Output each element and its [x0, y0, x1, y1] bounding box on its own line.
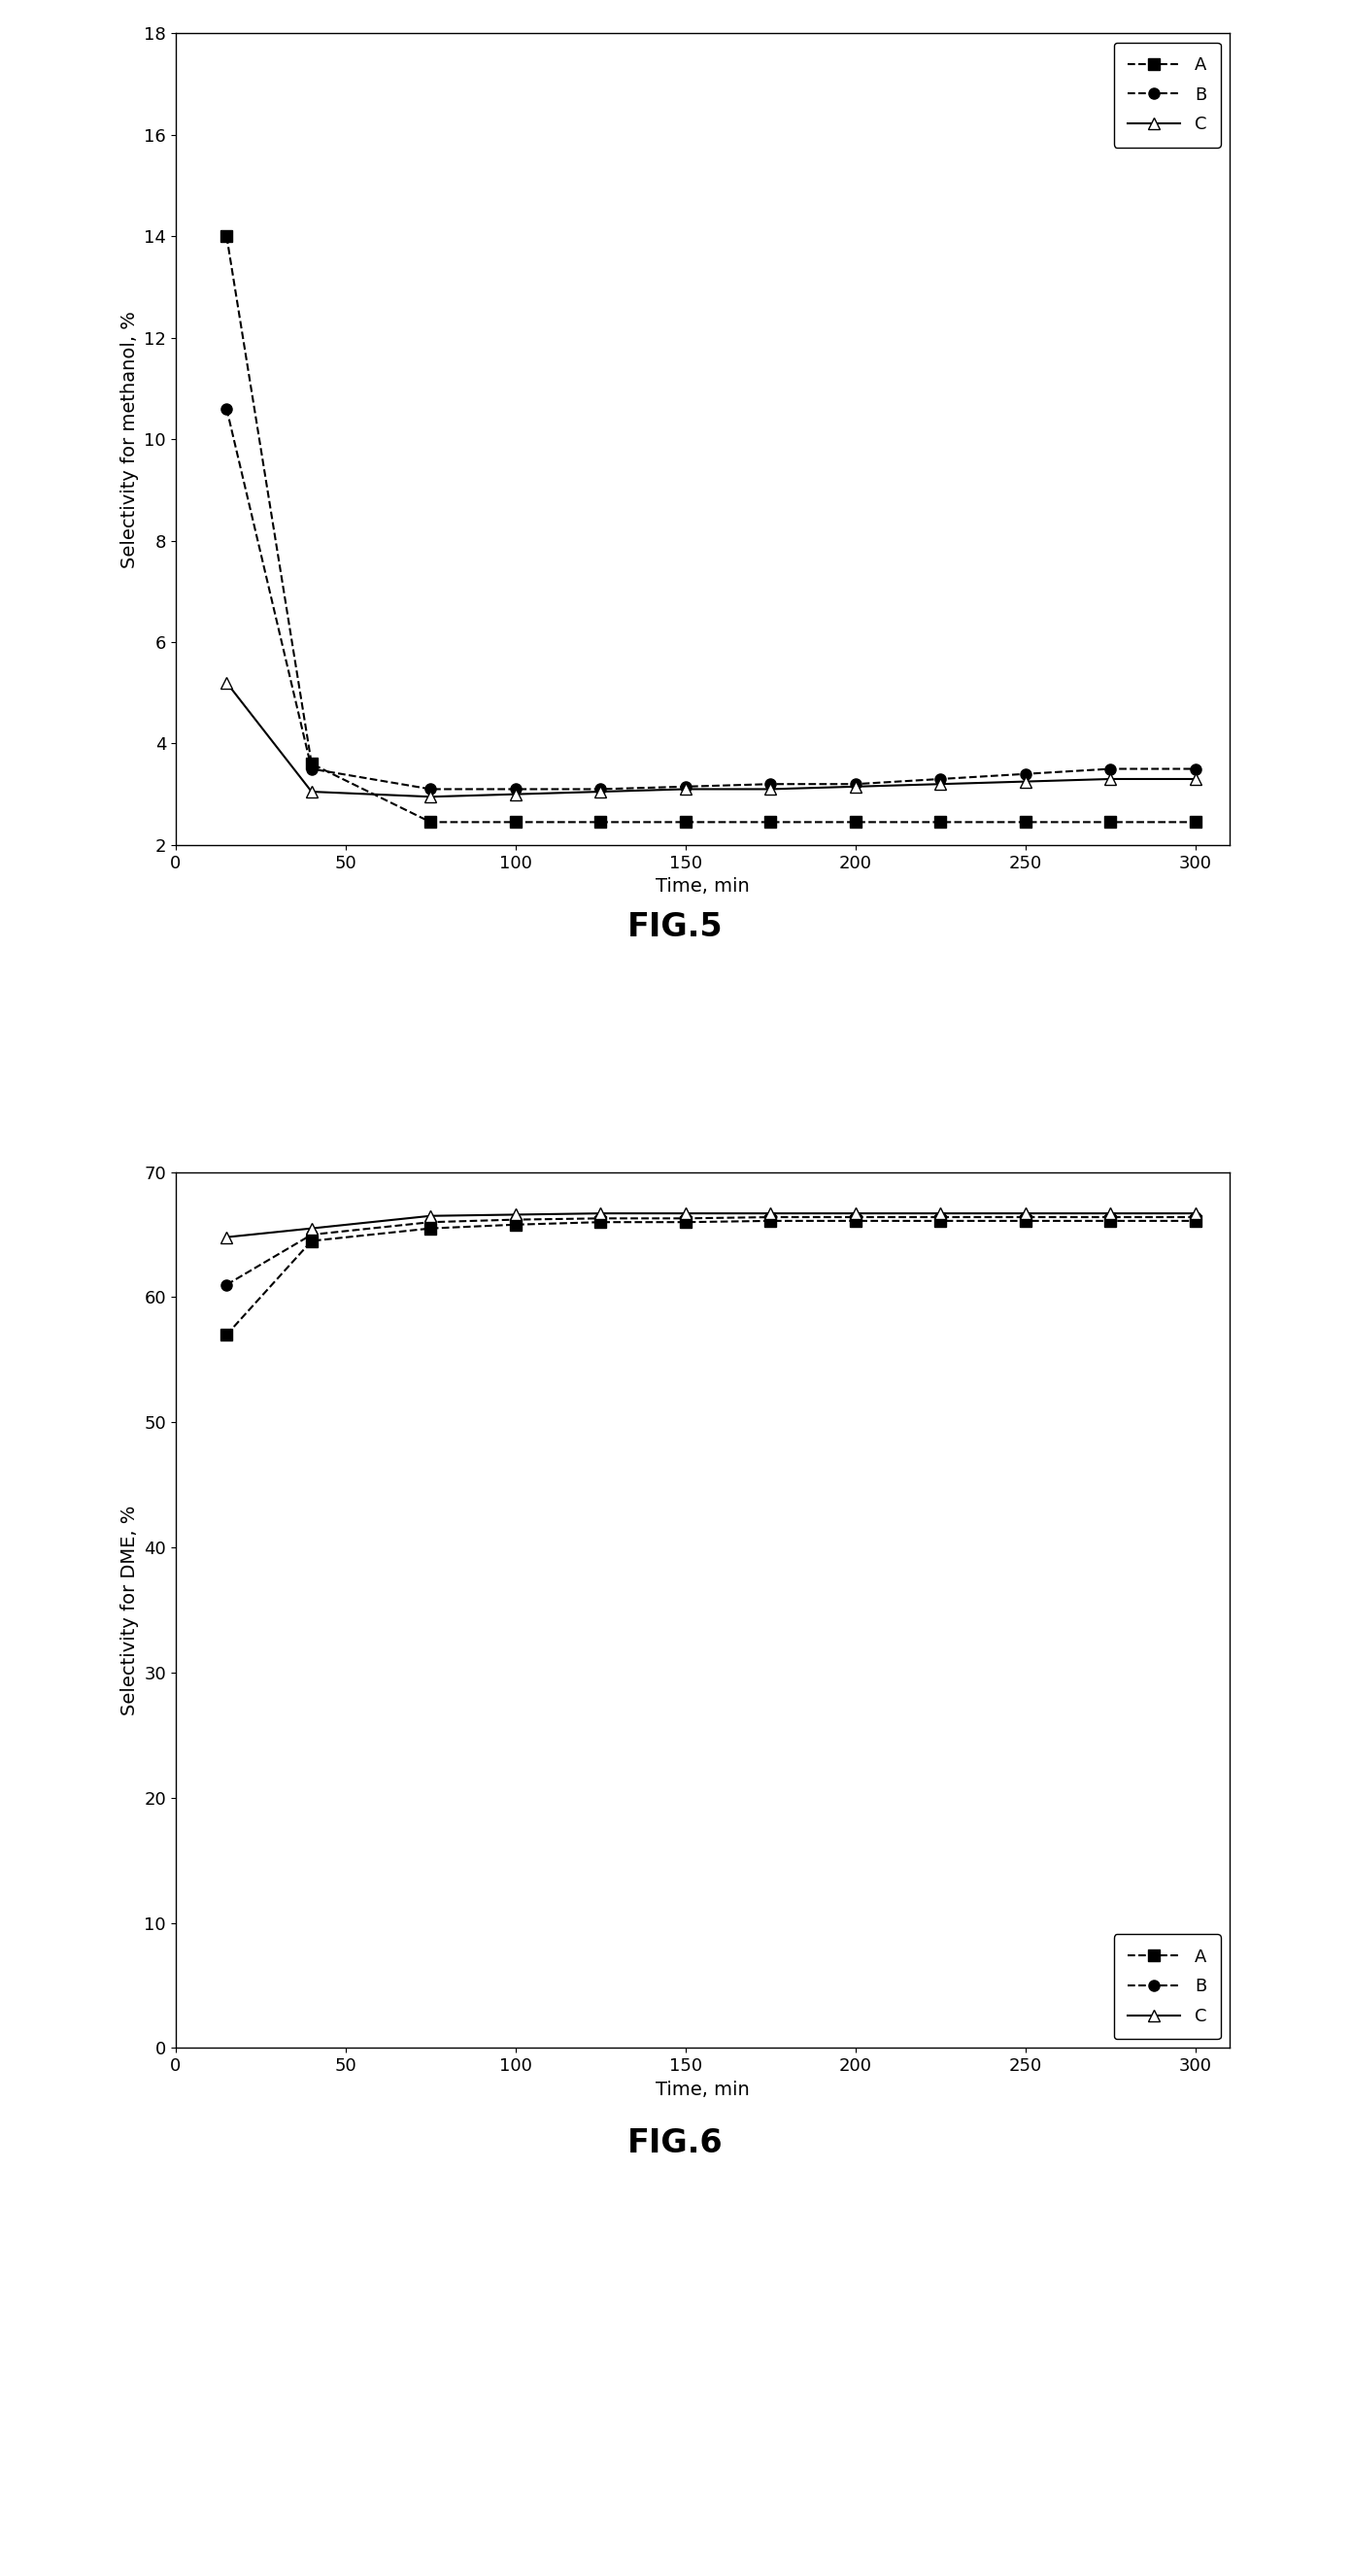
B — [677, 770, 693, 801]
Legend: A, B, C: A, B, C — [1113, 1935, 1221, 2040]
A — [1188, 1206, 1204, 1236]
B — [508, 1203, 524, 1234]
B — [593, 1203, 609, 1234]
Line: A: A — [222, 232, 1201, 827]
A — [219, 222, 235, 252]
C — [593, 1198, 609, 1229]
A — [219, 1319, 235, 1350]
A — [593, 806, 609, 837]
Text: FIG.5: FIG.5 — [628, 912, 723, 943]
B — [508, 773, 524, 804]
A — [1102, 806, 1119, 837]
A — [1017, 1206, 1034, 1236]
A — [423, 1213, 439, 1244]
A — [762, 806, 778, 837]
C — [932, 768, 948, 799]
C — [1102, 762, 1119, 793]
C — [847, 770, 863, 801]
C — [762, 1198, 778, 1229]
Line: B: B — [222, 1211, 1201, 1291]
C — [1188, 762, 1204, 793]
C — [508, 778, 524, 809]
B — [932, 1200, 948, 1231]
B — [1017, 757, 1034, 788]
C — [932, 1198, 948, 1229]
A — [593, 1206, 609, 1236]
C — [423, 1200, 439, 1231]
C — [1017, 1198, 1034, 1229]
B — [677, 1203, 693, 1234]
B — [423, 773, 439, 804]
A — [304, 747, 320, 778]
A — [423, 806, 439, 837]
B — [847, 768, 863, 799]
Line: C: C — [222, 1208, 1201, 1242]
C — [1102, 1198, 1119, 1229]
A — [508, 806, 524, 837]
A — [508, 1208, 524, 1239]
C — [593, 775, 609, 806]
X-axis label: Time, min: Time, min — [655, 878, 750, 896]
B — [847, 1200, 863, 1231]
A — [304, 1226, 320, 1257]
B — [1188, 752, 1204, 783]
B — [423, 1206, 439, 1236]
A — [677, 1206, 693, 1236]
A — [1017, 806, 1034, 837]
B — [762, 768, 778, 799]
B — [593, 773, 609, 804]
Text: FIG.6: FIG.6 — [628, 2128, 723, 2159]
Line: C: C — [222, 677, 1201, 801]
A — [847, 806, 863, 837]
B — [304, 1218, 320, 1249]
A — [932, 1206, 948, 1236]
C — [847, 1198, 863, 1229]
B — [1102, 1200, 1119, 1231]
Line: A: A — [222, 1216, 1201, 1340]
B — [219, 1270, 235, 1301]
Legend: A, B, C: A, B, C — [1113, 41, 1221, 147]
Y-axis label: Selectivity for methanol, %: Selectivity for methanol, % — [120, 312, 139, 567]
B — [1188, 1200, 1204, 1231]
B — [1017, 1200, 1034, 1231]
C — [677, 1198, 693, 1229]
A — [1102, 1206, 1119, 1236]
C — [304, 775, 320, 806]
A — [677, 806, 693, 837]
B — [932, 762, 948, 793]
C — [762, 773, 778, 804]
B — [304, 752, 320, 783]
C — [1188, 1198, 1204, 1229]
B — [219, 394, 235, 425]
Line: B: B — [222, 404, 1201, 793]
C — [219, 667, 235, 698]
B — [762, 1200, 778, 1231]
Y-axis label: Selectivity for DME, %: Selectivity for DME, % — [120, 1504, 139, 1716]
A — [847, 1206, 863, 1236]
X-axis label: Time, min: Time, min — [655, 2081, 750, 2099]
B — [1102, 752, 1119, 783]
A — [1188, 806, 1204, 837]
C — [304, 1213, 320, 1244]
C — [508, 1200, 524, 1231]
C — [677, 773, 693, 804]
A — [762, 1206, 778, 1236]
A — [932, 806, 948, 837]
C — [423, 781, 439, 811]
C — [219, 1221, 235, 1252]
C — [1017, 765, 1034, 796]
